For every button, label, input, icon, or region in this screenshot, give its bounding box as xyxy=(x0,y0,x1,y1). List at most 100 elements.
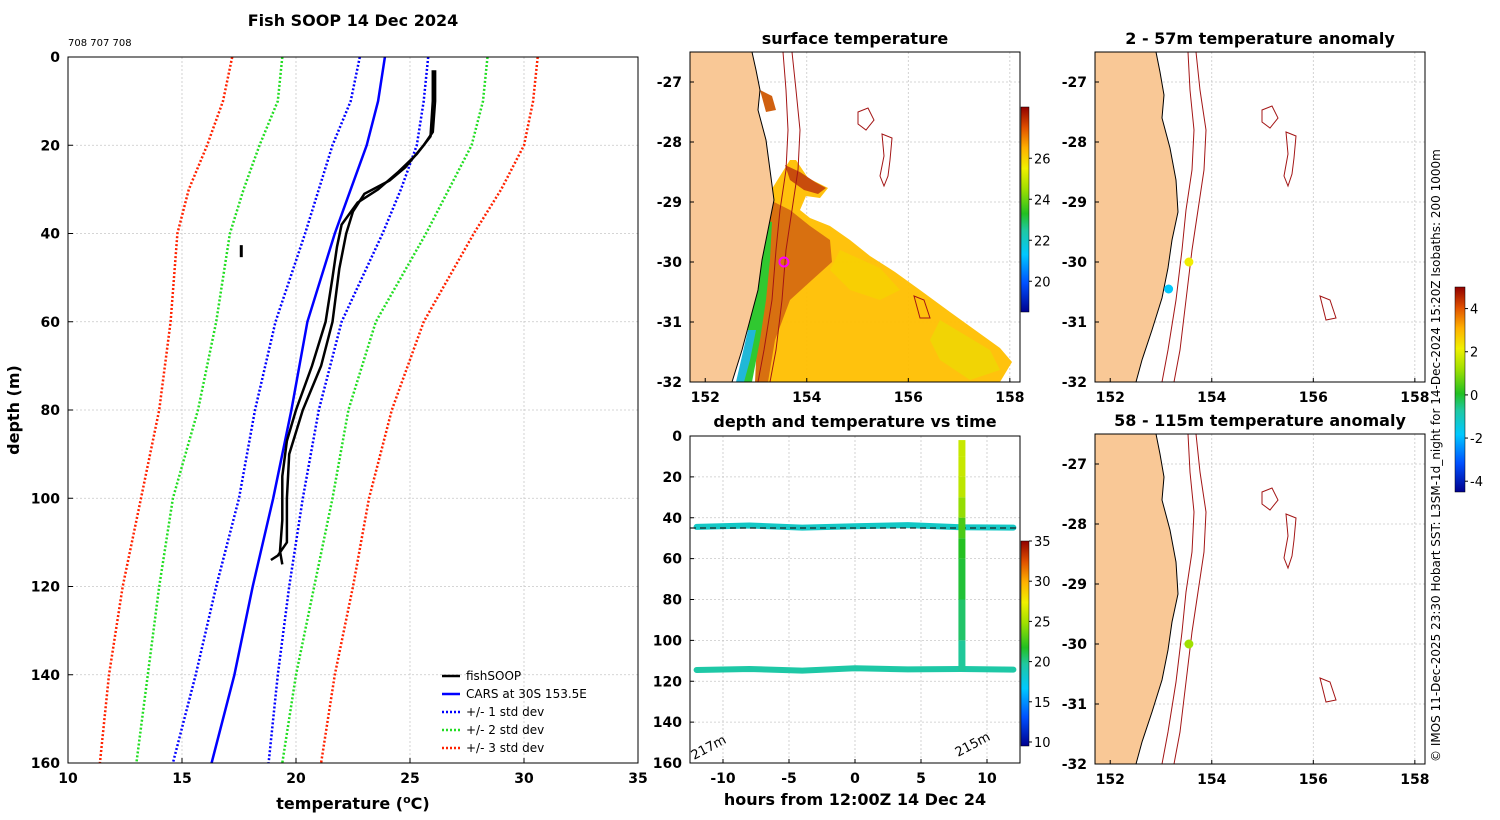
y-tick-label: -32 xyxy=(657,375,682,391)
anomaly-point xyxy=(1184,257,1194,267)
legend: fishSOOP CARS at 30S 153.5E +/- 1 std de… xyxy=(442,669,587,755)
y-tick-label: 140 xyxy=(653,715,682,731)
fish-soop-profile-line xyxy=(270,70,437,562)
colorbar-tick-label: -4 xyxy=(1470,475,1483,490)
anomaly-map-shallow-frame xyxy=(1094,51,1426,383)
anomaly-map-deep-frame xyxy=(1094,433,1426,765)
y-tick-label: -28 xyxy=(657,135,682,151)
y-tick-label: -30 xyxy=(1062,255,1088,271)
colorbar-tick-label: 15 xyxy=(1034,696,1051,711)
isobath-1000m xyxy=(1173,52,1207,382)
fish-soop-stray-point xyxy=(239,245,243,258)
colorbar-tick-label: 4 xyxy=(1470,303,1478,318)
coastline xyxy=(1135,434,1179,764)
colorbar-tick-label: 0 xyxy=(1470,389,1478,404)
annotation-end-depth: 215m xyxy=(953,730,993,761)
colorbar-tick-label: 25 xyxy=(1034,615,1051,630)
chart-title: Fish SOOP 14 Dec 2024 xyxy=(248,11,458,30)
colorbar-tick-label: -2 xyxy=(1470,432,1483,447)
y-tick-label: -29 xyxy=(657,195,682,211)
sst-colorbar-ticks: 20 22 24 26 xyxy=(1029,152,1051,290)
fish-soop-profile-line xyxy=(278,70,435,565)
x-tick-label: 158 xyxy=(1400,772,1429,788)
x-tick-label: 156 xyxy=(1299,390,1328,406)
annotation-start-depth: 217m xyxy=(689,733,729,764)
legend-item: +/- 3 std dev xyxy=(466,741,544,755)
map-title-anomaly-deep: 58 - 115m temperature anomaly xyxy=(1114,411,1406,430)
x-tick-label: 158 xyxy=(1400,390,1429,406)
x-tick-label: 20 xyxy=(286,771,306,787)
series-line--2-std-dev xyxy=(135,56,284,764)
seamount-isobath xyxy=(913,295,931,319)
seamount-isobath xyxy=(1283,513,1297,570)
y-tick-label: 140 xyxy=(31,668,60,684)
x-tick-label: 35 xyxy=(628,771,647,787)
y-tick-label: 100 xyxy=(653,633,682,649)
y-tick-label: 40 xyxy=(41,227,61,243)
seamount-isobath xyxy=(1319,677,1337,703)
legend-item: fishSOOP xyxy=(466,669,521,683)
profile-ids: 708 707 708 xyxy=(68,38,132,49)
x-tick-label: 154 xyxy=(1197,772,1226,788)
anomaly-colorbar xyxy=(1454,286,1466,493)
logger-track xyxy=(693,665,1017,674)
x-tick-label: 152 xyxy=(1096,772,1125,788)
y-tick-label: 100 xyxy=(31,491,60,507)
y-tick-label: 60 xyxy=(41,315,61,331)
sst-yellow-patch xyxy=(930,320,1000,380)
y-tick-label: -32 xyxy=(1062,375,1087,391)
x-tick-label: 30 xyxy=(514,771,534,787)
y-axis-label: depth (m) xyxy=(4,365,23,455)
anomaly-map-shallow-ticks: 152 154 156 158 -27 -28 -29 -30 -31 -32 xyxy=(1062,75,1430,406)
sst-cold-patch xyxy=(736,330,756,382)
seamount-isobath xyxy=(1283,131,1297,188)
x-tick-label: 154 xyxy=(792,390,821,406)
ship-position-marker xyxy=(778,256,790,268)
y-tick-label: -30 xyxy=(657,255,683,271)
x-tick-label: 156 xyxy=(894,390,923,406)
y-tick-label: -31 xyxy=(657,315,682,331)
anomaly-colorbar-ticks: 4 2 0 -2 -4 xyxy=(1465,303,1483,490)
x-tick-label: 10 xyxy=(977,771,997,787)
x-tick-label: -5 xyxy=(781,771,797,787)
seamount-isobath xyxy=(1261,105,1279,129)
colorbar-tick-label: 10 xyxy=(1034,736,1051,751)
y-tick-label: -29 xyxy=(1062,577,1087,593)
y-tick-label: 120 xyxy=(653,674,682,690)
x-tick-label: 152 xyxy=(691,390,720,406)
y-tick-label: 80 xyxy=(663,593,683,609)
y-tick-label: 0 xyxy=(50,50,60,66)
y-tick-label: 80 xyxy=(41,403,61,419)
x-tick-label: 156 xyxy=(1299,772,1328,788)
timeseries-x-label: hours from 12:00Z 14 Dec 24 xyxy=(724,790,986,809)
fish-soop-profiles xyxy=(239,70,437,565)
x-tick-label: 10 xyxy=(58,771,78,787)
land-mass xyxy=(1095,52,1178,382)
y-tick-label: 60 xyxy=(663,552,683,568)
x-tick-label: 25 xyxy=(400,771,419,787)
x-tick-label: 154 xyxy=(1197,390,1226,406)
colorbar-tick-label: 30 xyxy=(1034,575,1051,590)
x-tick-label: -10 xyxy=(710,771,736,787)
seamount-isobath xyxy=(857,107,875,131)
anomaly-point xyxy=(1184,639,1194,649)
x-tick-label: 15 xyxy=(172,771,191,787)
y-tick-label: 20 xyxy=(41,138,61,154)
series-line--1-std-dev xyxy=(267,56,430,764)
y-tick-label: 20 xyxy=(663,470,683,486)
colorbar-tick-label: 20 xyxy=(1034,275,1051,290)
sst-yellow-patch xyxy=(830,250,900,300)
colorbar-tick-label: 22 xyxy=(1034,234,1051,249)
legend-item: +/- 1 std dev xyxy=(466,705,544,719)
x-tick-label: 158 xyxy=(995,390,1024,406)
anomaly-map-deep-ticks: 152 154 156 158 -27 -28 -29 -30 -31 -32 xyxy=(1062,457,1430,788)
series-line--3-std-dev xyxy=(319,56,539,764)
sst-map-ticks: 152 154 156 158 -27 -28 -29 -30 -31 -32 xyxy=(657,75,1025,406)
profile-grid xyxy=(67,56,639,764)
y-tick-label: -28 xyxy=(1062,135,1087,151)
y-tick-label: 0 xyxy=(672,429,682,445)
seamount-isobath xyxy=(1319,295,1337,321)
y-tick-label: -27 xyxy=(1062,75,1087,91)
y-tick-label: -28 xyxy=(1062,517,1087,533)
